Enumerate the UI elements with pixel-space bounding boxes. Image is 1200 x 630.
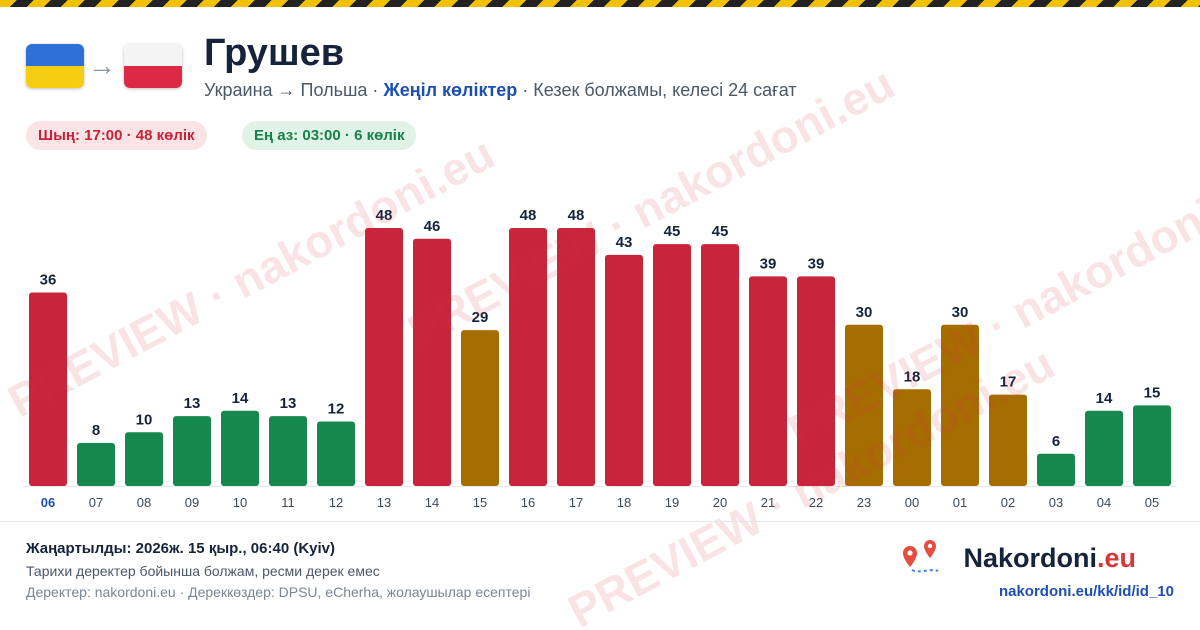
route-text: Украина → Польша · — [204, 80, 379, 100]
bar-21 — [749, 276, 787, 486]
x-tick-label: 12 — [329, 495, 343, 510]
x-tick-label: 03 — [1049, 495, 1063, 510]
x-tick-label: 07 — [89, 495, 103, 510]
x-tick-label: 15 — [473, 495, 487, 510]
bar-value-label: 36 — [40, 272, 57, 289]
x-tick-label: 17 — [569, 495, 583, 510]
bar-01 — [941, 324, 979, 486]
x-tick-label: 18 — [617, 495, 631, 510]
bar-12 — [317, 421, 355, 486]
bar-value-label: 14 — [1096, 390, 1113, 407]
bar-02 — [989, 394, 1027, 486]
bar-14 — [413, 238, 451, 486]
bar-15 — [461, 330, 499, 486]
bar-value-label: 14 — [232, 390, 249, 407]
bar-value-label: 45 — [664, 223, 681, 240]
bar-value-label: 10 — [136, 411, 153, 428]
bar-22 — [797, 276, 835, 486]
bar-00 — [893, 389, 931, 486]
page-subtitle: Украина → Польша · Жеңіл көліктер · Кезе… — [204, 80, 797, 101]
bar-value-label: 43 — [616, 234, 633, 251]
x-tick-label: 06 — [41, 495, 55, 510]
updated-timestamp: Жаңартылды: 2026ж. 15 қыр., 06:40 (Kyiv) — [26, 540, 336, 557]
poland-flag-icon — [124, 44, 182, 88]
x-tick-label: 10 — [233, 495, 247, 510]
bar-value-label: 39 — [808, 255, 825, 272]
bar-07 — [77, 443, 115, 486]
bar-value-label: 48 — [568, 207, 585, 224]
low-badge: Ең аз: 03:00 · 6 көлік — [242, 121, 417, 150]
page-title: Грушев — [204, 32, 345, 74]
bar-16 — [509, 228, 547, 486]
arrow-right-icon: → — [88, 50, 116, 81]
bar-08 — [125, 432, 163, 486]
map-pin-icon — [903, 540, 939, 573]
x-tick-label: 05 — [1145, 495, 1159, 510]
bar-19 — [653, 244, 691, 486]
bar-17 — [557, 228, 595, 486]
bar-value-label: 30 — [952, 304, 969, 321]
x-tick-label: 13 — [377, 495, 391, 510]
x-tick-label: 14 — [425, 495, 439, 510]
bar-value-label: 17 — [1000, 374, 1017, 391]
brand-name: Nakordoni — [963, 543, 1097, 573]
bar-value-label: 29 — [472, 309, 489, 326]
hazard-stripe — [0, 0, 1200, 7]
bar-value-label: 48 — [376, 207, 393, 224]
x-tick-label: 11 — [281, 495, 295, 510]
bar-value-label: 12 — [328, 401, 345, 418]
bar-09 — [173, 416, 211, 486]
x-tick-label: 21 — [761, 495, 775, 510]
bar-value-label: 15 — [1144, 384, 1161, 401]
data-sources: Деректер: nakordoni.eu · Дереккөздер: DP… — [26, 584, 531, 600]
footer-divider — [0, 521, 1200, 522]
queue-forecast-chart: 36 06 8 07 10 08 13 09 14 10 13 11 12 12 48 13 46 14 29 15 4… — [24, 207, 1176, 510]
brand-logo[interactable]: Nakordoni.eu — [963, 543, 1136, 574]
peak-badge: Шың: 17:00 · 48 көлік — [26, 121, 207, 150]
vehicle-type: Жеңіл көліктер — [383, 80, 518, 100]
x-tick-label: 08 — [137, 495, 151, 510]
x-tick-label: 22 — [809, 495, 823, 510]
x-tick-label: 16 — [521, 495, 535, 510]
bar-06 — [29, 292, 67, 486]
bar-value-label: 46 — [424, 218, 441, 235]
bar-value-label: 13 — [184, 395, 201, 412]
bar-value-label: 39 — [760, 255, 777, 272]
bar-value-label: 48 — [520, 207, 537, 224]
bar-value-label: 13 — [280, 395, 297, 412]
bar-11 — [269, 416, 307, 486]
x-tick-label: 01 — [953, 495, 967, 510]
x-tick-label: 20 — [713, 495, 727, 510]
bar-13 — [365, 228, 403, 486]
bar-20 — [701, 244, 739, 486]
x-tick-label: 02 — [1001, 495, 1015, 510]
x-tick-label: 23 — [857, 495, 871, 510]
forecast-note: Тарихи деректер бойынша болжам, ресми де… — [26, 563, 380, 579]
brand-url-link[interactable]: nakordoni.eu/kk/id/id_10 — [998, 583, 1174, 600]
forecast-text: · Кезек болжамы, келесі 24 сағат — [522, 80, 797, 100]
bar-23 — [845, 324, 883, 486]
x-tick-label: 09 — [185, 495, 199, 510]
bar-04 — [1085, 410, 1123, 486]
bar-value-label: 30 — [856, 304, 873, 321]
bar-18 — [605, 254, 643, 486]
bar-05 — [1133, 405, 1171, 486]
x-tick-label: 00 — [905, 495, 919, 510]
bar-value-label: 6 — [1052, 433, 1060, 450]
bar-03 — [1037, 453, 1075, 486]
bar-value-label: 18 — [904, 368, 921, 385]
ukraine-flag-icon — [26, 44, 84, 88]
brand-tld: .eu — [1096, 543, 1136, 573]
x-tick-label: 04 — [1097, 495, 1111, 510]
bar-10 — [221, 410, 259, 486]
bar-value-label: 8 — [92, 422, 100, 439]
bar-value-label: 45 — [712, 223, 729, 240]
x-tick-label: 19 — [665, 495, 679, 510]
